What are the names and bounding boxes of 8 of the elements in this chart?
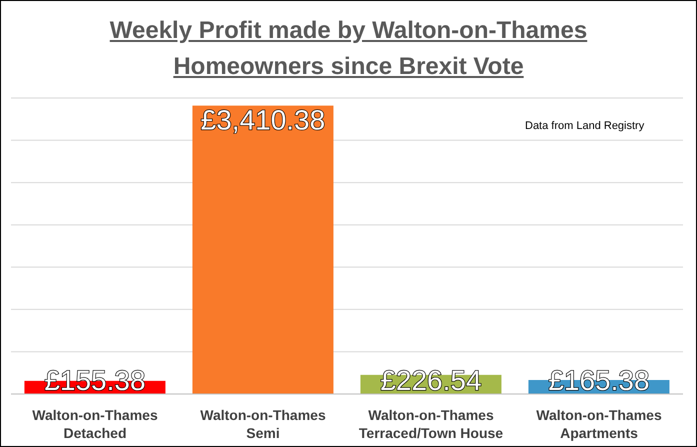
x-tick-label: Walton-on-Thames Detached: [32, 407, 158, 441]
chart-title: Weekly Profit made by Walton-on-Thames Homeowners since Brexit Vote: [108, 16, 588, 82]
data-label: £3,410.38: [200, 104, 326, 136]
x-tick-label: Walton-on-Thames Semi: [200, 407, 326, 441]
bar: [192, 106, 334, 394]
annotation: Data from Land Registry: [525, 120, 644, 132]
x-tick-label: Walton-on-Thames Apartments: [536, 407, 662, 441]
x-tick-label: Walton-on-Thames Terraced/Town House: [358, 407, 504, 441]
